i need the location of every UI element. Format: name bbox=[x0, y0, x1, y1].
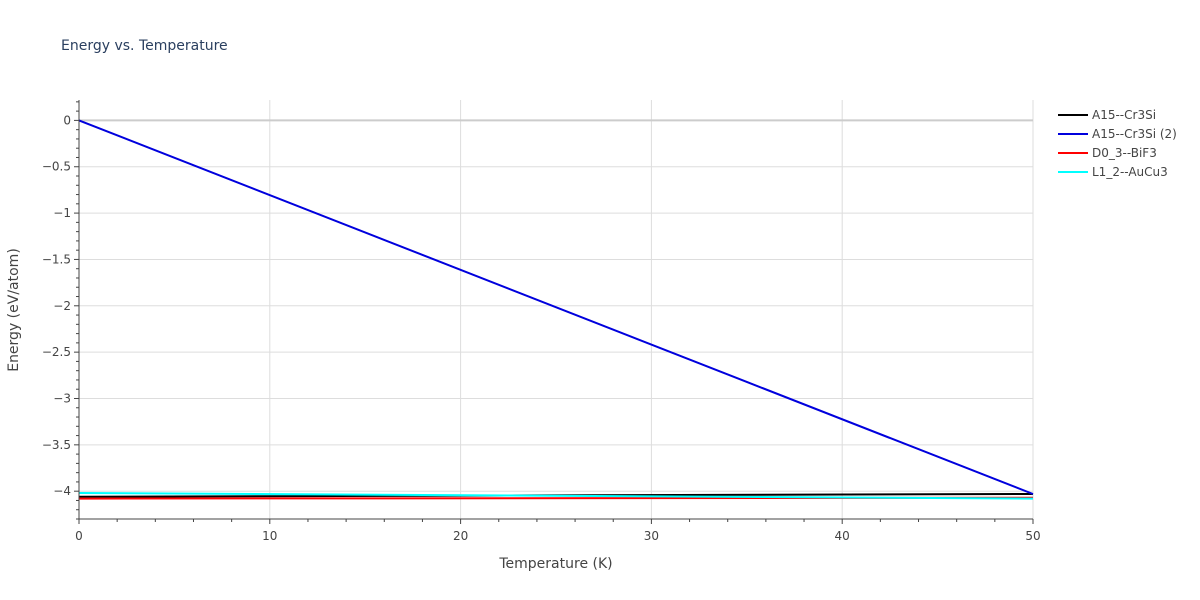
x-tick-label: 30 bbox=[644, 529, 659, 543]
axes: 0 10 20 30 40 50 0 −0.5 −1 −1.5 −2 −2.5 −3 −3.5 −4 bbox=[42, 100, 1041, 543]
y-tick-label: 0 bbox=[63, 113, 71, 127]
legend-label: D0_3--BiF3 bbox=[1092, 146, 1157, 160]
series-line-1[interactable] bbox=[78, 119, 1034, 495]
legend-item[interactable]: A15--Cr3Si (2) bbox=[1058, 127, 1177, 141]
x-axis-title: Temperature (K) bbox=[498, 556, 612, 572]
legend-item[interactable]: D0_3--BiF3 bbox=[1058, 146, 1157, 160]
legend-label: A15--Cr3Si bbox=[1092, 108, 1156, 122]
x-tick-label: 40 bbox=[835, 529, 850, 543]
legend[interactable]: A15--Cr3Si A15--Cr3Si (2) D0_3--BiF3 L1_2--… bbox=[1058, 108, 1177, 179]
y-tick-label: −4 bbox=[53, 484, 71, 498]
y-tick-label: −1.5 bbox=[42, 252, 71, 266]
plot-area bbox=[78, 119, 1034, 500]
legend-item[interactable]: L1_2--AuCu3 bbox=[1058, 165, 1168, 179]
legend-label: A15--Cr3Si (2) bbox=[1092, 127, 1177, 141]
y-tick-label: −3.5 bbox=[42, 438, 71, 452]
y-tick-label: −2.5 bbox=[42, 345, 71, 359]
series-line-3[interactable] bbox=[78, 492, 1034, 500]
grid bbox=[79, 100, 1034, 519]
y-axis-title: Energy (eV/atom) bbox=[6, 248, 22, 372]
legend-label: L1_2--AuCu3 bbox=[1092, 165, 1168, 179]
y-tick-label: −0.5 bbox=[42, 160, 71, 174]
x-tick-label: 20 bbox=[453, 529, 468, 543]
y-tick-label: −3 bbox=[53, 391, 71, 405]
y-tick-label: −1 bbox=[53, 206, 71, 220]
x-tick-label: 50 bbox=[1025, 529, 1040, 543]
x-tick-label: 0 bbox=[75, 529, 83, 543]
legend-item[interactable]: A15--Cr3Si bbox=[1058, 108, 1156, 122]
chart-title: Energy vs. Temperature bbox=[61, 38, 228, 54]
y-tick-label: −2 bbox=[53, 299, 71, 313]
x-tick-label: 10 bbox=[262, 529, 277, 543]
